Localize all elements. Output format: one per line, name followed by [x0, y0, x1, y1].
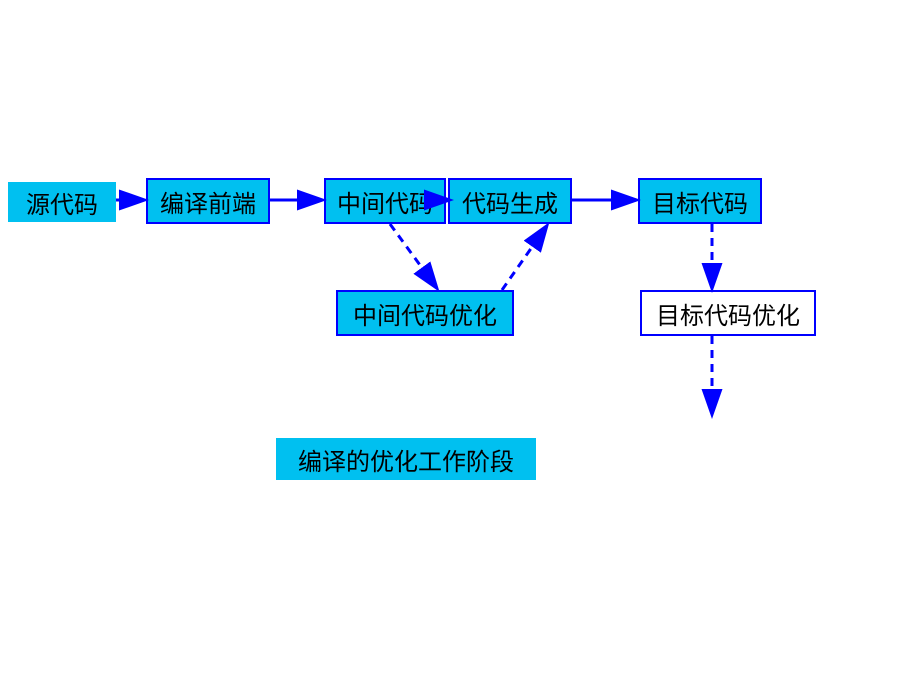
node-intopt: 中间代码优化 — [336, 290, 514, 336]
node-target: 目标代码 — [638, 178, 762, 224]
edge-intopt-codegen — [502, 227, 546, 290]
node-targetopt: 目标代码优化 — [640, 290, 816, 336]
edges-overlay — [0, 0, 920, 690]
node-source: 源代码 — [8, 182, 116, 222]
caption: 编译的优化工作阶段 — [276, 438, 536, 480]
node-frontend: 编译前端 — [146, 178, 270, 224]
edge-intermediate-intopt — [390, 224, 436, 287]
node-codegen: 代码生成 — [448, 178, 572, 224]
node-intermediate: 中间代码 — [324, 178, 446, 224]
